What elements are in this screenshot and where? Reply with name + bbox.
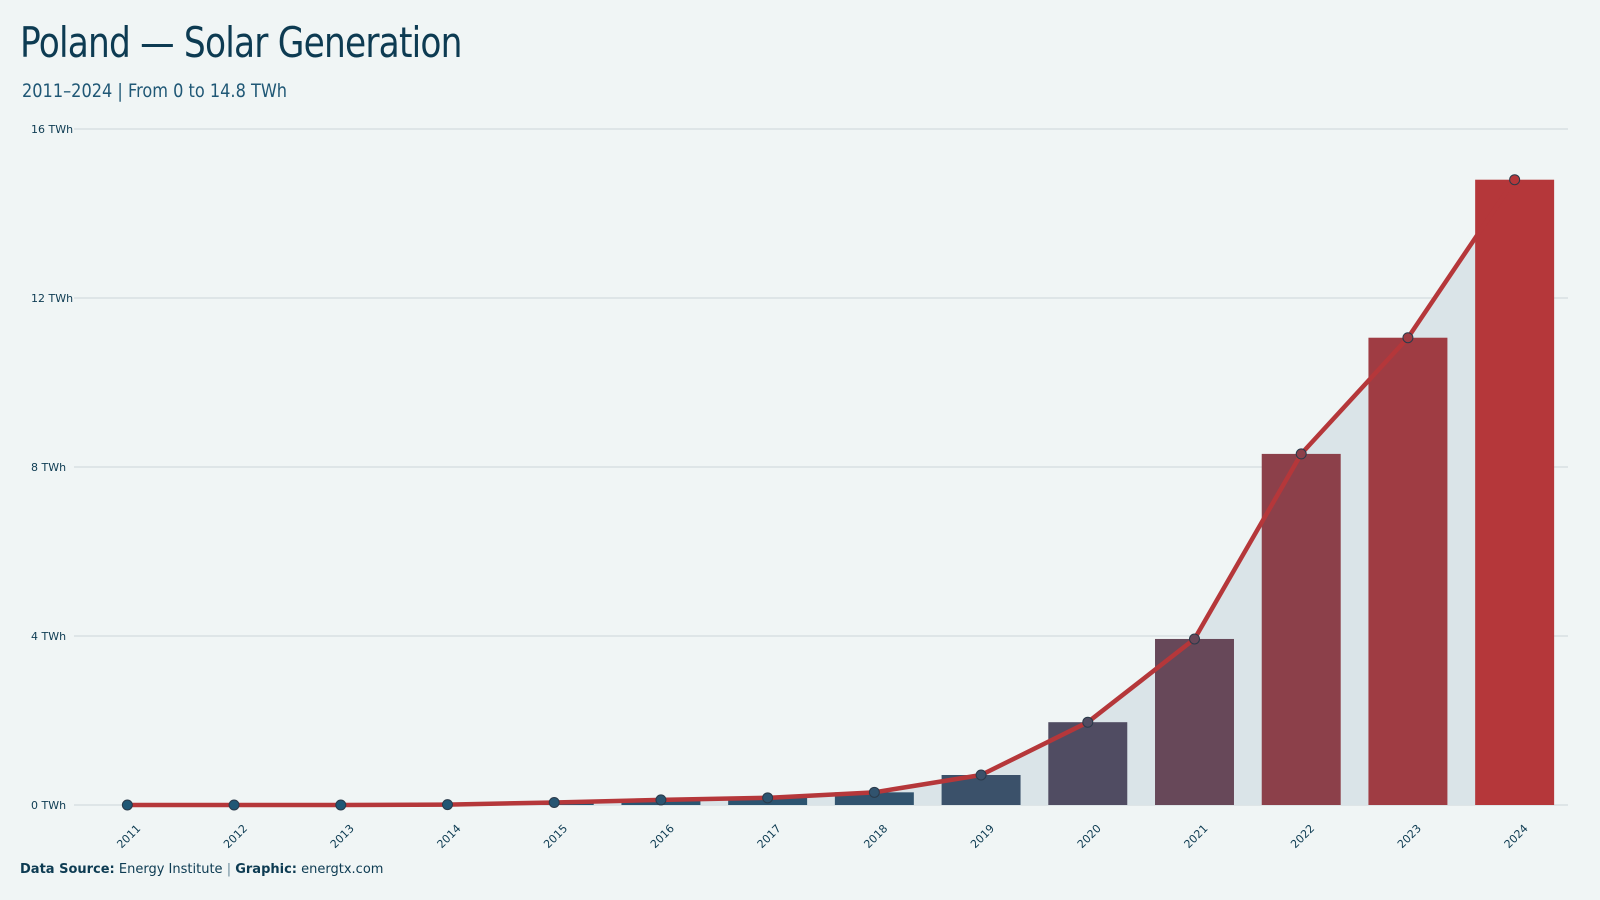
bar-layer [408,179,1555,805]
chart-title: Poland — Solar Generation [20,18,462,67]
x-tick-label: 2018 [861,822,890,851]
y-tick-label: 4 TWh [31,630,66,643]
bar [1155,638,1234,805]
x-tick-label: 2015 [541,822,570,851]
data-point [762,792,774,804]
chart-subtitle: 2011–2024 | From 0 to 14.8 TWh [22,80,288,102]
x-tick-label: 2020 [1075,822,1104,851]
line-layer [125,177,1517,808]
x-tick-label: 2019 [968,822,997,851]
bar [1475,179,1555,805]
source-label: Data Source: [20,862,115,877]
x-tick-label: 2011 [114,822,143,851]
y-tick-label: 12 TWh [31,292,73,305]
series-line [125,177,1517,808]
x-tick-label: 2017 [755,822,784,851]
data-point [1189,633,1200,645]
y-tick-label: 8 TWh [31,461,66,474]
data-point [228,799,240,811]
data-point [1295,448,1307,460]
footer: Data Source: Energy Institute | Graphic:… [20,862,383,877]
x-tick-layer: 2011 2012 2013 2014 2015 2016 2017 2018 2019 2020… [114,822,1530,851]
x-tick-label: 2016 [648,822,677,851]
data-point [1082,716,1094,728]
data-point [442,799,453,811]
y-tick-label: 16 TWh [31,123,73,136]
graphic-label: Graphic: [235,862,297,877]
x-tick-label: 2024 [1502,822,1531,851]
x-tick-label: 2012 [221,822,250,851]
data-point [868,786,880,798]
data-point [975,769,987,781]
data-point [1509,174,1521,186]
data-point [121,799,133,811]
x-tick-label: 2022 [1288,822,1317,851]
graphic-value: energtx.com [301,862,384,877]
footer-separator: | [226,862,232,877]
data-point [335,799,347,811]
bar [1261,453,1341,805]
source-value: Energy Institute [118,862,223,877]
x-tick-label: 2014 [435,822,464,851]
x-tick-label: 2013 [328,822,357,851]
point-layer [121,174,1521,811]
bar [1368,337,1448,805]
x-tick-label: 2021 [1182,822,1211,851]
x-tick-label: 2023 [1395,822,1424,851]
data-point [655,794,667,806]
y-tick-label: 0 TWh [31,799,66,812]
data-point [1402,332,1414,344]
data-point [548,796,560,808]
